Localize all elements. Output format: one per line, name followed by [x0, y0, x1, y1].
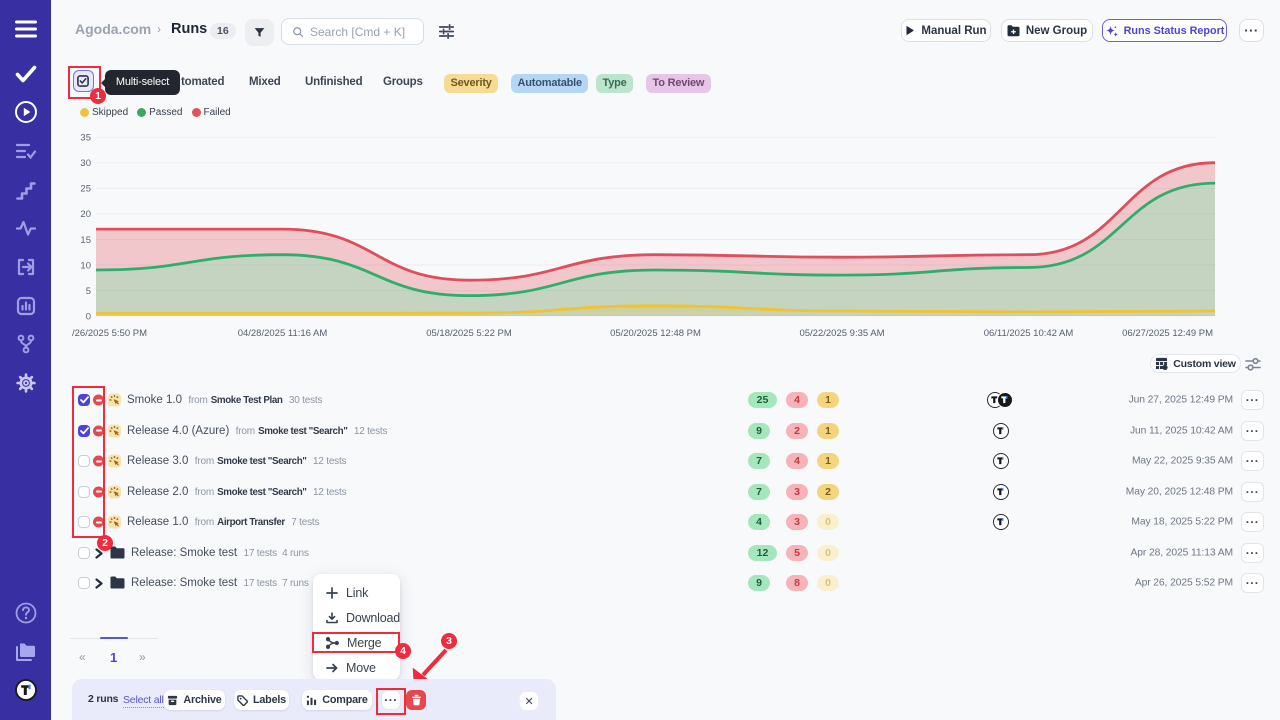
- svg-text:20: 20: [80, 209, 91, 220]
- svg-text:/26/2025 5:50 PM: /26/2025 5:50 PM: [72, 328, 147, 339]
- svg-text:5: 5: [86, 286, 91, 297]
- svg-text:05/18/2025 5:22 PM: 05/18/2025 5:22 PM: [426, 328, 512, 339]
- svg-text:25: 25: [80, 184, 91, 195]
- svg-text:04/28/2025 11:16 AM: 04/28/2025 11:16 AM: [238, 328, 328, 339]
- svg-text:06/27/2025 12:49 PM: 06/27/2025 12:49 PM: [1122, 328, 1213, 339]
- svg-text:15: 15: [80, 235, 91, 246]
- svg-text:0: 0: [86, 311, 91, 322]
- svg-text:06/11/2025 10:42 AM: 06/11/2025 10:42 AM: [984, 328, 1074, 339]
- svg-text:35: 35: [80, 133, 91, 144]
- svg-text:05/20/2025 12:48 PM: 05/20/2025 12:48 PM: [610, 328, 701, 339]
- svg-text:30: 30: [80, 158, 91, 169]
- svg-text:05/22/2025 9:35 AM: 05/22/2025 9:35 AM: [799, 328, 884, 339]
- svg-text:10: 10: [80, 260, 91, 271]
